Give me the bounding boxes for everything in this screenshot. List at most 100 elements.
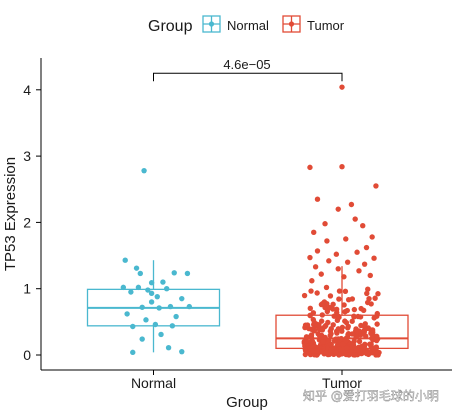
data-point-tumor: [323, 349, 330, 356]
data-point-normal: [179, 348, 185, 355]
data-point-normal: [120, 284, 127, 291]
data-point-tumor: [326, 258, 332, 264]
legend-label-normal: Normal: [227, 18, 269, 33]
data-point-tumor: [333, 251, 340, 257]
y-tick-label: 1: [23, 281, 31, 297]
data-point-tumor: [355, 313, 361, 320]
watermark: 知乎 @爱打羽毛球的小明: [303, 388, 439, 403]
data-point-tumor: [370, 337, 376, 343]
legend: Group Normal Tumor: [148, 15, 345, 35]
data-point-tumor: [330, 306, 336, 312]
data-point-tumor: [308, 288, 314, 294]
data-point-normal: [148, 290, 155, 297]
data-point-tumor: [348, 201, 355, 208]
data-point-normal: [167, 303, 174, 310]
data-point-tumor: [349, 331, 356, 337]
data-point-normal: [128, 289, 134, 295]
data-point-tumor: [322, 304, 328, 311]
data-point-tumor: [328, 341, 334, 348]
data-point-tumor: [356, 268, 362, 274]
data-point-tumor: [311, 319, 318, 326]
data-point-tumor: [344, 259, 351, 265]
legend-key-tumor: [282, 15, 301, 33]
data-point-tumor: [319, 327, 326, 333]
data-point-tumor: [345, 331, 351, 338]
data-point-tumor: [358, 305, 364, 312]
data-point-tumor: [351, 306, 358, 313]
data-point-tumor: [352, 216, 358, 222]
data-point-tumor: [335, 206, 341, 212]
data-point-tumor: [372, 295, 378, 301]
y-tick-label: 4: [23, 82, 31, 98]
significance-bracket: 4.6e−05: [153, 57, 343, 82]
data-point-tumor: [367, 341, 373, 347]
x-ticks: Normal Tumor: [131, 370, 362, 391]
data-point-tumor: [374, 333, 380, 340]
data-point-tumor: [336, 296, 342, 302]
data-point-tumor: [373, 344, 379, 351]
data-point-tumor: [316, 333, 323, 339]
data-point-tumor: [363, 333, 369, 339]
data-point-tumor: [339, 84, 345, 90]
data-point-tumor: [314, 248, 321, 254]
x-axis-label: Group: [226, 394, 268, 411]
data-point-tumor: [361, 329, 368, 335]
data-point-tumor: [318, 271, 324, 277]
data-point-tumor: [335, 266, 341, 272]
y-tick-label: 3: [23, 148, 31, 164]
data-point-tumor: [322, 221, 328, 227]
data-point-tumor: [342, 288, 349, 294]
y-axis-label: TP53 Expression: [2, 157, 19, 271]
data-point-normal: [169, 323, 176, 329]
data-point-tumor: [362, 324, 368, 330]
data-point-normal: [186, 303, 193, 310]
data-point-tumor: [351, 313, 357, 319]
data-point-normal: [160, 279, 166, 285]
data-point-tumor: [364, 290, 370, 297]
data-point-tumor: [343, 236, 349, 242]
data-point-tumor: [316, 322, 322, 328]
data-point-tumor: [369, 327, 376, 333]
data-point-normal: [145, 287, 151, 293]
y-tick-label: 2: [23, 214, 31, 230]
data-point-tumor: [352, 352, 358, 358]
data-point-normal: [135, 284, 142, 291]
data-point-tumor: [354, 249, 360, 255]
data-point-tumor: [336, 288, 343, 294]
data-point-tumor: [373, 183, 379, 189]
legend-title: Group: [148, 18, 193, 35]
data-point-tumor: [314, 290, 320, 296]
data-point-normal: [133, 265, 140, 271]
data-point-normal: [179, 295, 185, 302]
data-point-tumor: [337, 336, 343, 343]
data-point-normal: [173, 313, 179, 320]
data-point-tumor: [307, 164, 313, 171]
data-point-tumor: [312, 264, 319, 270]
data-point-normal: [163, 286, 170, 292]
data-point-tumor: [314, 348, 320, 354]
data-point-tumor: [330, 322, 336, 328]
data-point-normal: [139, 304, 145, 310]
x-tick-label: Normal: [131, 375, 176, 391]
data-point-tumor: [318, 301, 325, 308]
data-point-tumor: [371, 255, 377, 261]
data-point-normal: [139, 336, 145, 342]
data-point-tumor: [359, 343, 365, 349]
data-point-normal: [137, 270, 144, 277]
data-point-tumor: [319, 312, 325, 318]
data-point-tumor: [330, 301, 336, 308]
data-point-tumor: [308, 338, 314, 345]
data-point-tumor: [360, 223, 366, 229]
data-point-tumor: [309, 278, 315, 284]
data-point-tumor: [344, 325, 351, 331]
data-point-tumor: [341, 274, 347, 280]
data-point-tumor: [363, 350, 370, 357]
data-point-normal: [154, 293, 160, 300]
data-point-normal: [158, 331, 164, 338]
data-point-tumor: [369, 234, 375, 240]
data-point-normal: [165, 345, 172, 351]
y-ticks: 0 1 2 3 4: [23, 82, 41, 363]
data-point-tumor: [349, 318, 355, 324]
data-point-tumor: [307, 254, 313, 261]
